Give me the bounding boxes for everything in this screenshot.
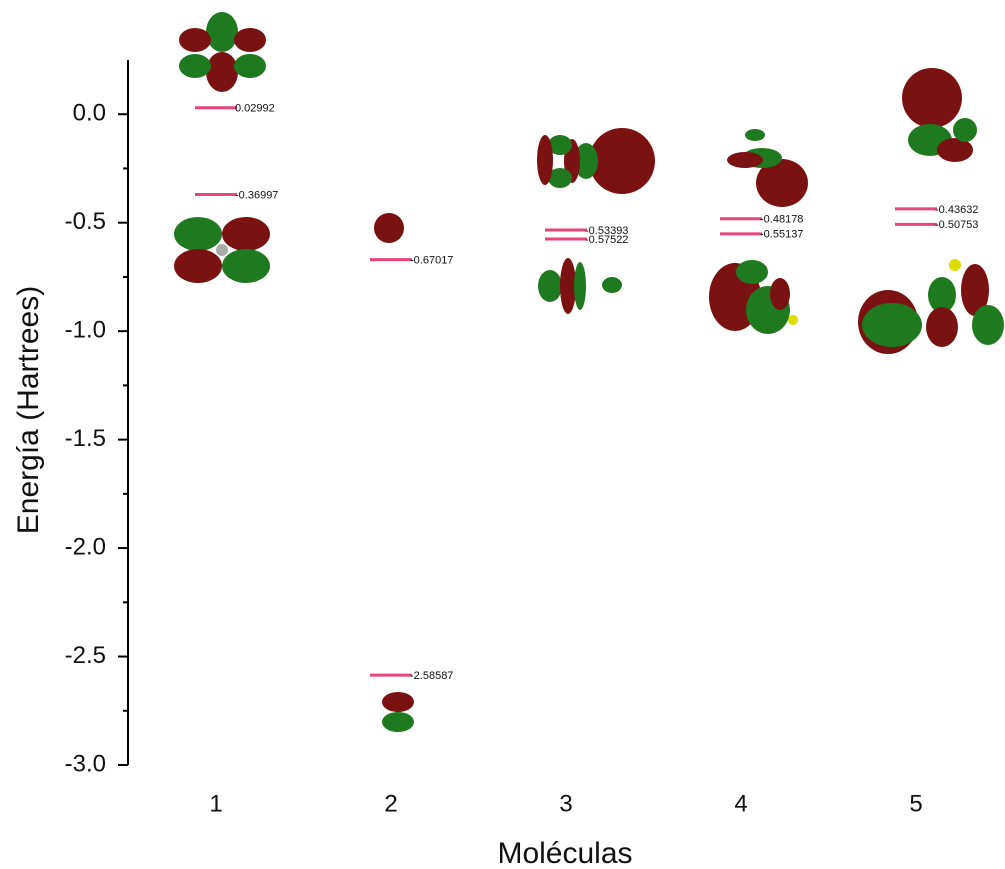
y-tick-label: -3.0 <box>65 750 106 777</box>
level-label: -0.57522 <box>585 234 628 246</box>
x-axis-title: Moléculas <box>497 837 632 869</box>
x-tick-label: 5 <box>909 790 922 817</box>
level-label: -0.55137 <box>760 229 803 241</box>
y-tick-label: -1.0 <box>65 316 106 343</box>
x-tick-label: 3 <box>559 790 572 817</box>
x-tick-label: 1 <box>209 790 222 817</box>
x-tick-label: 2 <box>384 790 397 817</box>
level-label: 0.02992 <box>235 103 275 115</box>
x-tick-label: 4 <box>734 790 747 817</box>
level-label: -0.67017 <box>410 255 453 267</box>
orbital-images <box>174 12 1004 732</box>
chart: Energía (Hartrees) Moléculas -3.0 -2.5 -2.… <box>0 0 1005 869</box>
y-tick-label: 0.0 <box>73 100 106 127</box>
y-tick-label: -2.0 <box>65 533 106 560</box>
y-tick-label: -0.5 <box>65 208 106 235</box>
level-label: -2.58587 <box>410 670 453 682</box>
level-label: -0.50753 <box>935 219 978 231</box>
y-axis-title: Energía (Hartrees) <box>12 286 45 534</box>
level-label: -0.48178 <box>760 214 803 226</box>
level-label: -0.36997 <box>235 189 278 201</box>
y-tick-label: -2.5 <box>65 642 106 669</box>
y-tick-label: -1.5 <box>65 425 106 452</box>
level-label: -0.43632 <box>935 204 978 216</box>
